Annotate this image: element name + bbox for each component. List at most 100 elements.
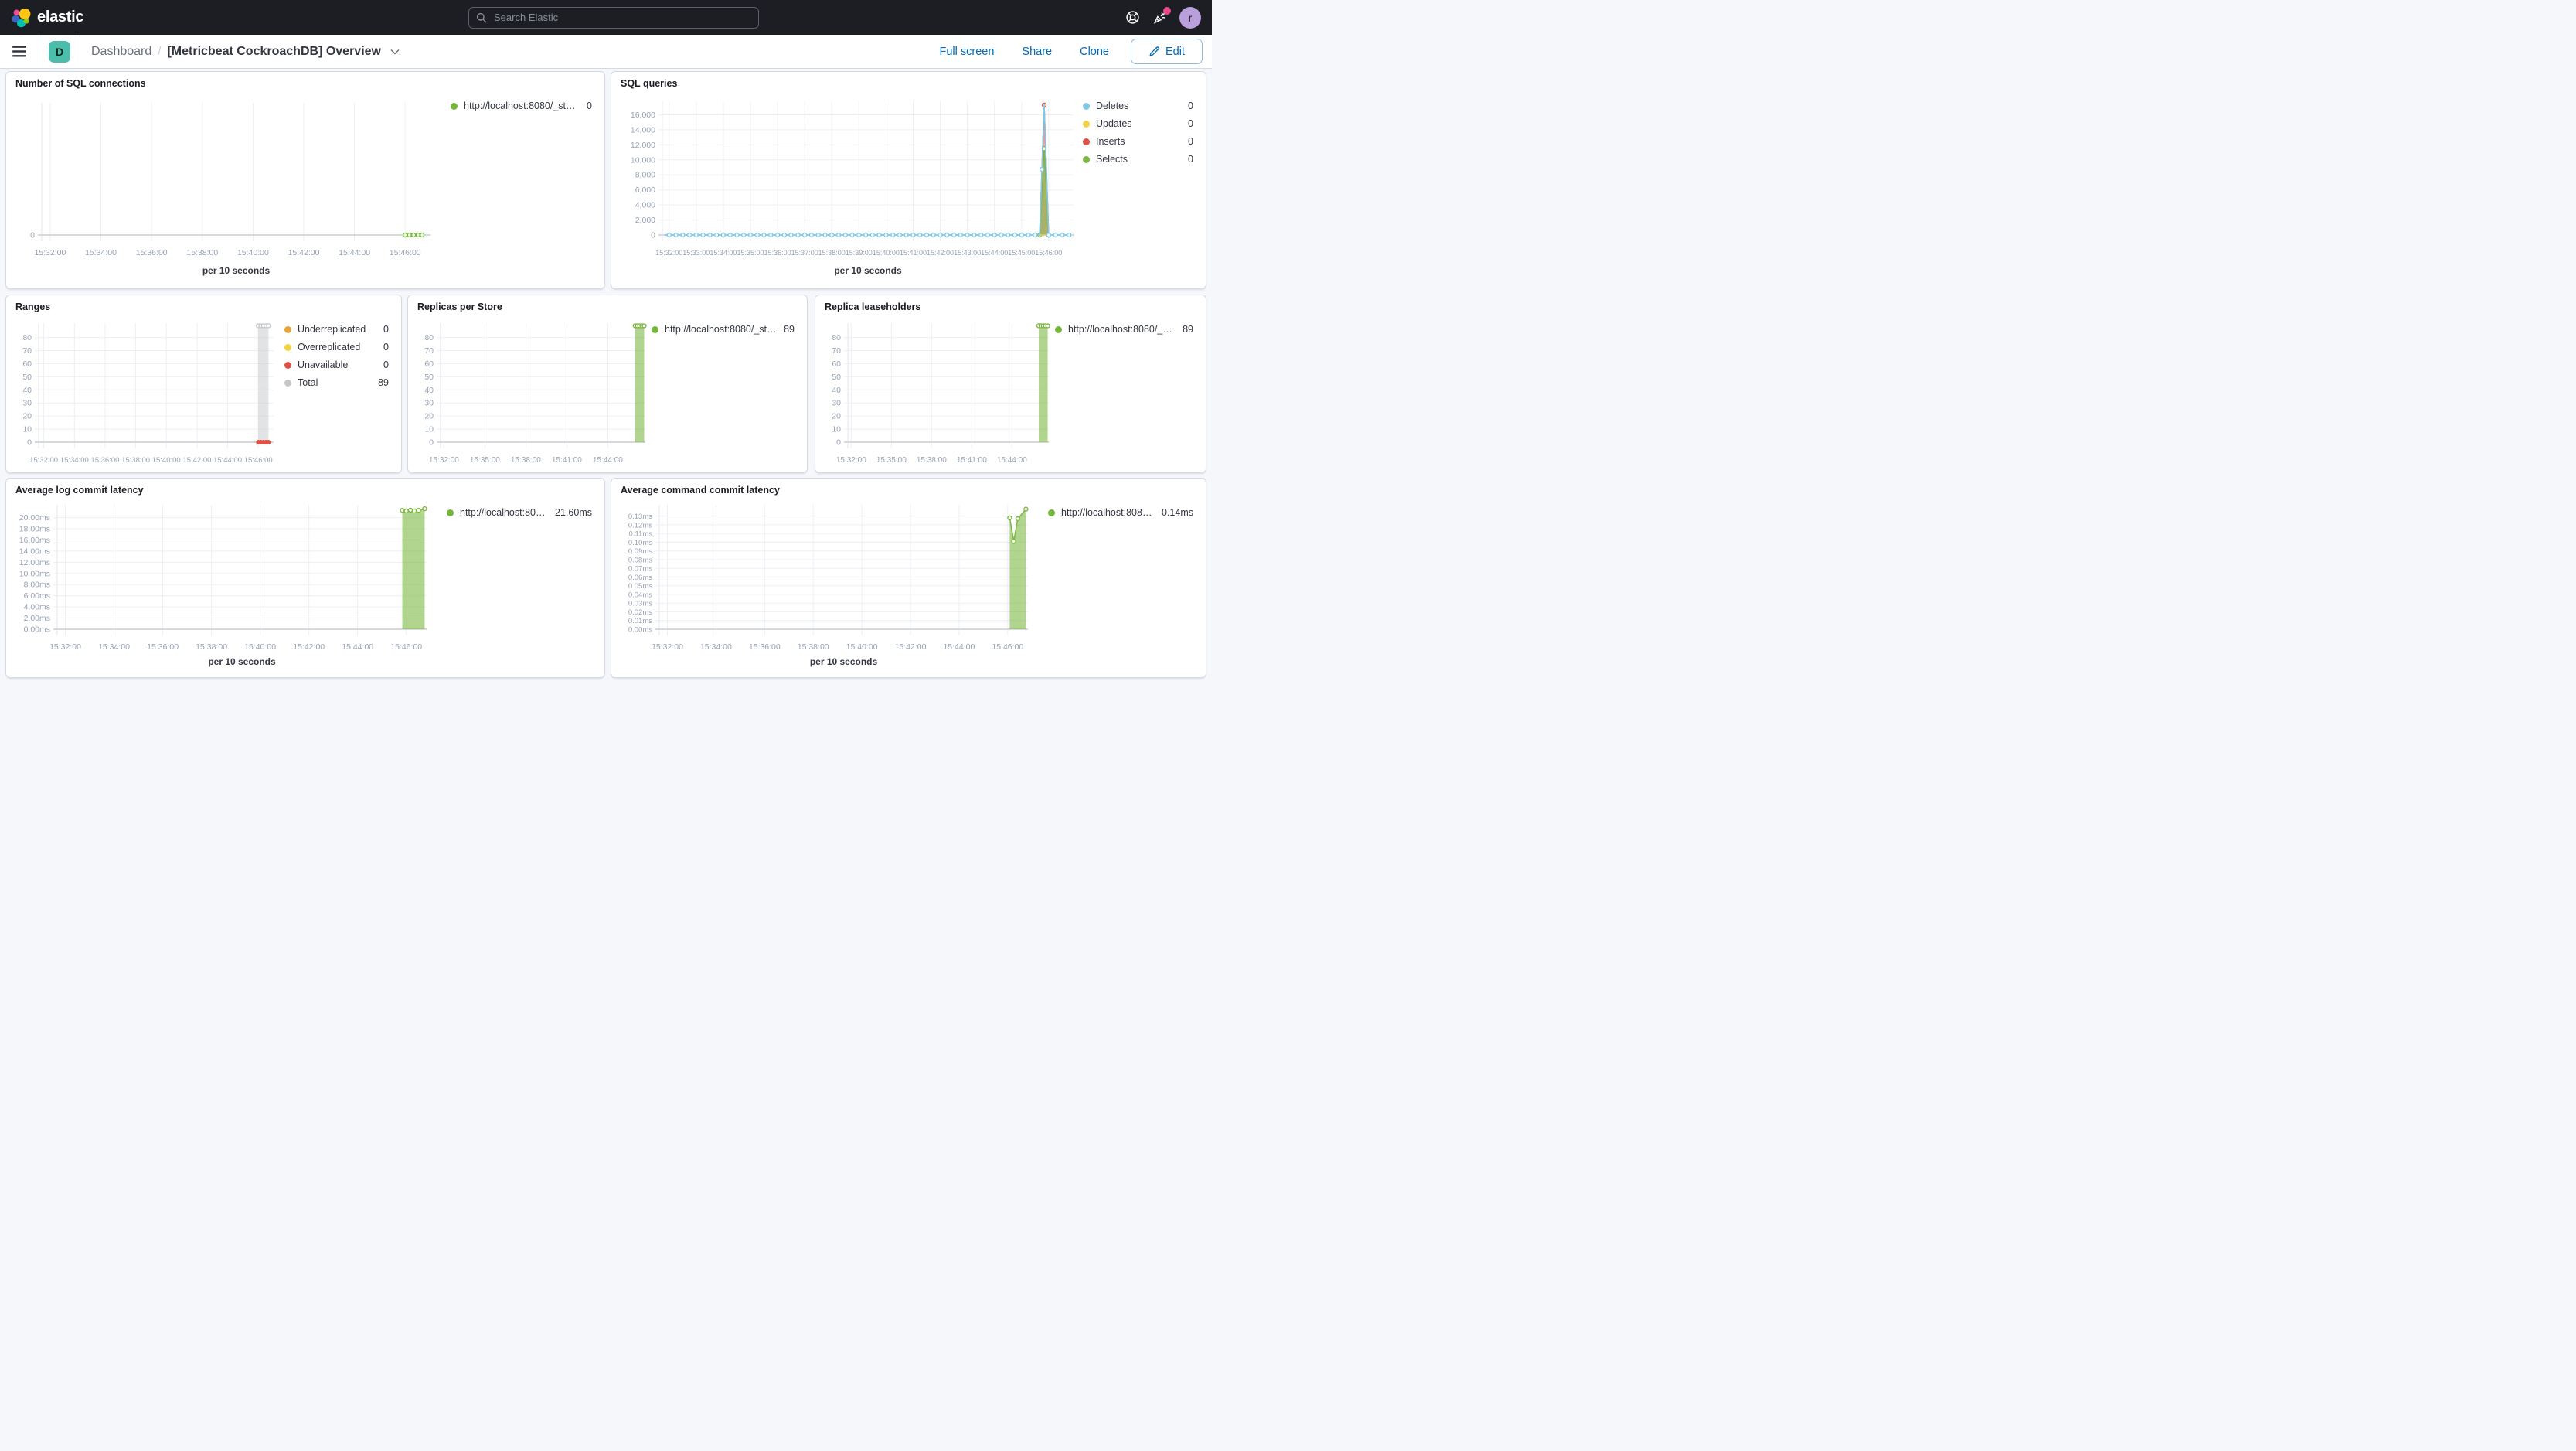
legend-item[interactable]: Updates 0	[1083, 118, 1193, 129]
legend-label: Selects	[1096, 154, 1128, 165]
legend-label: Unavailable	[298, 359, 349, 370]
legend-item[interactable]: Deletes 0	[1083, 100, 1193, 111]
edit-button[interactable]: Edit	[1131, 39, 1203, 64]
chart-replica-leaseholders[interactable]: 15:32:00 15:35:00 15:38:00 15:41:00 15:44:00…	[823, 314, 1055, 473]
svg-text:15:46:00: 15:46:00	[1035, 249, 1062, 257]
legend-label: Total	[298, 377, 318, 388]
series-color-dot	[1083, 102, 1090, 110]
chart-ranges[interactable]: 15:32:00 15:34:00 15:36:00 15:38:00 15:40:00…	[14, 314, 284, 473]
svg-text:50: 50	[22, 373, 32, 382]
legend-value: 0	[1188, 154, 1193, 165]
legend-label: Deletes	[1096, 100, 1129, 111]
legend-label: http://localhost:8080/_stat...	[464, 100, 581, 111]
svg-text:15:42:00: 15:42:00	[288, 248, 320, 257]
legend-item[interactable]: Inserts 0	[1083, 136, 1193, 147]
panel-average-log-commit-latency: Average log commit latency 15:32:00 15:34…	[5, 478, 605, 678]
svg-text:10,000: 10,000	[631, 155, 655, 165]
legend-item[interactable]: Unavailable 0	[284, 359, 389, 370]
legend-label: http://localhost:8080...	[1061, 507, 1155, 518]
series-color-dot	[652, 325, 658, 333]
svg-text:80: 80	[22, 333, 32, 342]
svg-text:15:44:00: 15:44:00	[981, 249, 1008, 257]
share-button[interactable]: Share	[1022, 45, 1053, 58]
legend-item[interactable]: http://localhost:8080/_sta... 89	[1055, 324, 1193, 335]
search-input[interactable]	[492, 11, 751, 24]
legend-item[interactable]: Underreplicated 0	[284, 324, 389, 335]
legend-item[interactable]: http://localhost:8080/_stat... 0	[451, 100, 592, 111]
svg-text:15:38:00: 15:38:00	[186, 248, 218, 257]
svg-text:15:34:00: 15:34:00	[85, 248, 117, 257]
svg-text:0.01ms: 0.01ms	[628, 617, 652, 625]
global-search[interactable]	[468, 6, 759, 29]
news-button[interactable]	[1152, 7, 1171, 25]
user-avatar[interactable]: r	[1179, 6, 1201, 29]
svg-text:10.00ms: 10.00ms	[19, 569, 50, 578]
title-menu-button[interactable]	[389, 47, 401, 56]
svg-text:0.07ms: 0.07ms	[628, 565, 652, 574]
clone-button[interactable]: Clone	[1080, 45, 1109, 58]
svg-text:per 10 seconds: per 10 seconds	[208, 656, 276, 667]
edit-button-label: Edit	[1165, 45, 1185, 58]
legend-label: Updates	[1096, 118, 1132, 129]
svg-text:15:46:00: 15:46:00	[390, 248, 421, 257]
legend-value: 0	[383, 342, 389, 353]
svg-text:15:41:00: 15:41:00	[957, 456, 987, 465]
svg-text:70: 70	[832, 346, 841, 356]
svg-text:2.00ms: 2.00ms	[24, 614, 50, 623]
chart-average-command-commit-latency[interactable]: 15:32:00 15:34:00 15:36:00 15:38:00 15:40:00…	[619, 497, 1048, 671]
svg-text:15:42:00: 15:42:00	[895, 642, 927, 652]
svg-text:20.00ms: 20.00ms	[19, 513, 50, 523]
legend-value: 0	[587, 100, 592, 111]
svg-text:0.04ms: 0.04ms	[628, 591, 652, 600]
svg-text:50: 50	[832, 373, 841, 382]
chart-replicas-per-store[interactable]: 15:32:00 15:35:00 15:38:00 15:41:00 15:44:00…	[416, 314, 652, 473]
legend-label: Inserts	[1096, 136, 1125, 147]
brand[interactable]: elastic	[11, 8, 127, 28]
svg-text:15:41:00: 15:41:00	[552, 456, 582, 465]
avatar-initial: r	[1188, 11, 1193, 24]
panel-title: Replica leaseholders	[825, 301, 921, 312]
svg-text:15:32:00: 15:32:00	[34, 248, 66, 257]
legend-item[interactable]: Overreplicated 0	[284, 342, 389, 353]
panel-title: SQL queries	[621, 78, 678, 89]
svg-text:15:37:00: 15:37:00	[791, 249, 818, 257]
svg-text:15:44:00: 15:44:00	[943, 642, 975, 652]
dashboard-badge[interactable]: D	[49, 40, 70, 63]
breadcrumb-dashboard-link[interactable]: Dashboard	[91, 44, 152, 58]
legend-item[interactable]: Selects 0	[1083, 154, 1193, 165]
svg-text:15:40:00: 15:40:00	[244, 642, 276, 652]
help-button[interactable]	[1125, 10, 1140, 25]
chart-average-log-commit-latency[interactable]: 15:32:00 15:34:00 15:36:00 15:38:00 15:40:00…	[14, 497, 447, 671]
legend-value: 89	[1183, 324, 1193, 335]
svg-text:15:40:00: 15:40:00	[846, 642, 878, 652]
svg-text:15:46:00: 15:46:00	[390, 642, 422, 652]
svg-text:80: 80	[424, 333, 434, 342]
svg-text:0.02ms: 0.02ms	[628, 608, 652, 617]
svg-text:per 10 seconds: per 10 seconds	[509, 471, 577, 473]
full-screen-button[interactable]: Full screen	[939, 45, 995, 58]
main-menu-button[interactable]	[9, 43, 29, 60]
legend-value: 0	[383, 359, 389, 370]
svg-text:12,000: 12,000	[631, 141, 655, 150]
svg-text:2,000: 2,000	[635, 216, 655, 225]
breadcrumb-separator: /	[158, 45, 162, 58]
svg-text:15:38:00: 15:38:00	[511, 456, 541, 465]
svg-text:60: 60	[22, 359, 32, 369]
legend-item[interactable]: Total 89	[284, 377, 389, 388]
series-color-dot	[447, 509, 454, 516]
svg-text:15:34:00: 15:34:00	[98, 642, 130, 652]
series-color-dot	[1083, 155, 1090, 163]
legend-value: 0	[1188, 136, 1193, 147]
chart-sql-queries[interactable]: 15:32:00 15:33:00 15:34:00 15:35:00 15:36:00…	[619, 90, 1083, 280]
chart-number-of-sql-connections[interactable]: 15:32:00 15:34:00 15:36:00 15:38:00 15:40:00…	[14, 90, 451, 280]
legend-item[interactable]: http://localhost:8080/_sta... 89	[652, 324, 795, 335]
svg-text:30: 30	[832, 399, 841, 408]
legend-value: 21.60ms	[555, 507, 592, 518]
svg-text:15:32:00: 15:32:00	[655, 249, 682, 257]
svg-text:18.00ms: 18.00ms	[19, 525, 50, 534]
legend-item[interactable]: http://localhost:8080... 0.14ms	[1048, 507, 1193, 518]
legend-item[interactable]: http://localhost:808... 21.60ms	[447, 507, 592, 518]
svg-text:per 10 seconds: per 10 seconds	[914, 471, 982, 473]
svg-text:0.03ms: 0.03ms	[628, 600, 652, 608]
series-color-dot	[1083, 138, 1090, 145]
